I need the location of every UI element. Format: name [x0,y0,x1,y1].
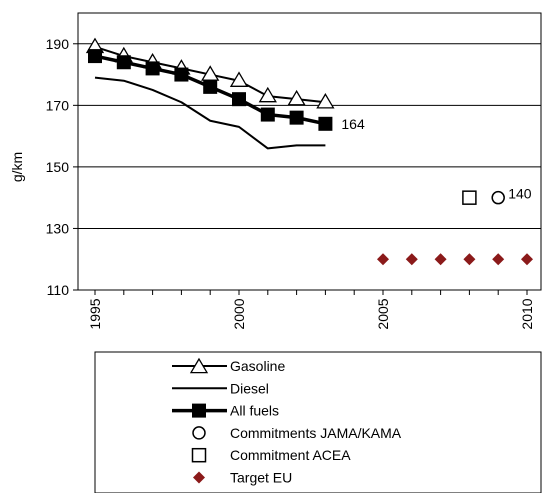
data-point-target-eu [377,253,389,266]
data-point-target-eu [492,253,505,266]
legend-label: Gasoline [230,358,285,374]
plot-area: 110 130 150 170 190 1995 2000 2005 2010 164 140 [46,12,542,330]
data-point-target-eu [521,253,533,266]
y-tick-label: 190 [46,36,70,52]
legend-marker-all-fuels [192,403,206,418]
data-point-commitments-jama-kama [491,190,505,205]
data-point-all-fuels [174,67,189,82]
legend-label: Commitment ACEA [230,447,351,463]
legend-box [94,351,542,493]
data-point-all-fuels [260,107,275,122]
x-tick-label: 2000 [231,298,247,329]
y-tick-label: 110 [47,282,70,298]
data-point-gasoline [316,92,335,109]
y-tick-label: 150 [46,159,70,175]
legend-marker-gasoline [189,357,209,374]
series-line-diesel [94,76,326,150]
legend-marker-target-eu [193,471,205,484]
data-point-all-fuels [203,79,218,94]
data-point-all-fuels [318,116,333,131]
data-point-all-fuels [232,92,246,107]
data-point-gasoline [258,86,277,103]
data-label: 164 [341,116,365,132]
data-point-all-fuels [116,55,131,70]
data-point-all-fuels [145,61,160,76]
legend-marker-commitment-acea [191,447,207,463]
x-tick-label: 2010 [519,298,535,329]
data-point-commitment-acea [462,190,477,205]
data-point-target-eu [405,253,418,266]
y-axis-label: g/km [9,152,25,182]
legend-label: Diesel [230,380,269,396]
legend-label: Target EU [230,470,292,486]
x-tick-label: 1995 [87,298,103,329]
plot-frame [77,12,542,291]
legend-label: All fuels [230,403,279,419]
legend-marker-commitments-jama-kama [192,426,206,440]
data-point-target-eu [434,253,447,266]
data-point-all-fuels [88,49,102,64]
data-point-target-eu [463,253,476,266]
data-label: 140 [508,186,532,202]
x-tick-label: 2005 [375,298,391,329]
data-point-all-fuels [289,110,304,125]
data-point-gasoline [287,89,306,106]
data-point-gasoline [229,71,249,87]
y-tick-label: 130 [46,220,70,236]
legend-label: Commitments JAMA/KAMA [230,425,402,441]
legend: Gasoline Diesel All fuels Commitments JAMA/… [94,351,542,493]
y-tick-label: 170 [46,97,70,113]
